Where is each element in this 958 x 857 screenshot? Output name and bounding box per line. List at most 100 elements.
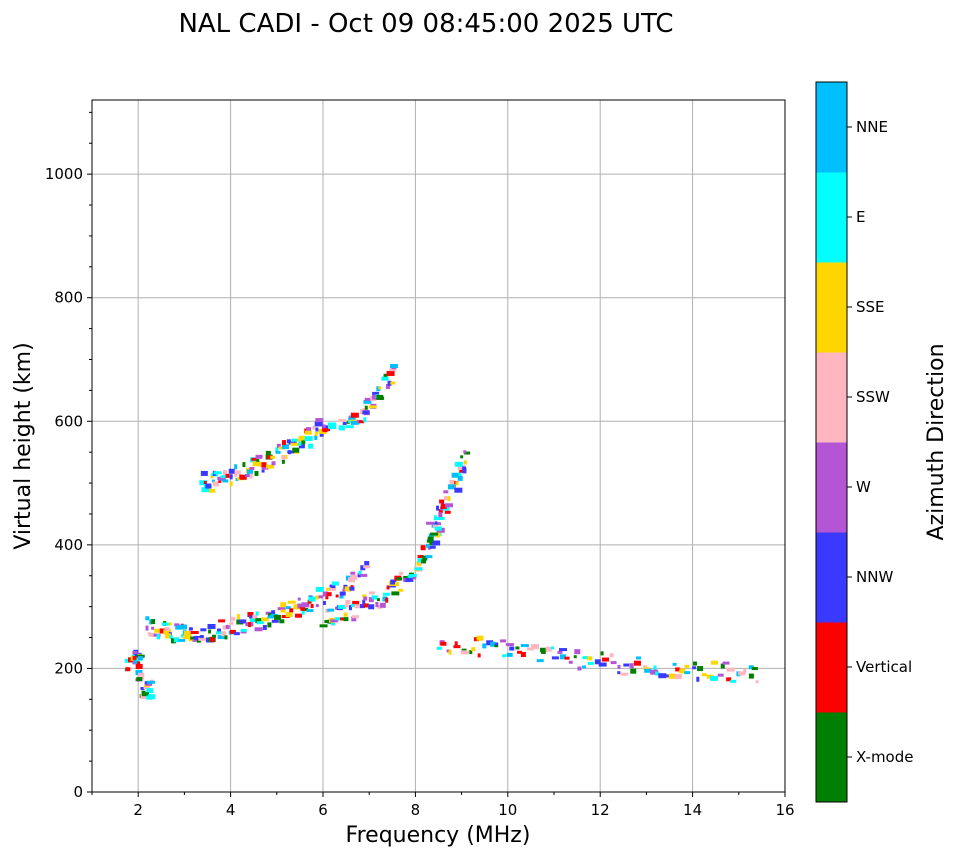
data-point <box>371 595 378 600</box>
colorbar-frame <box>815 81 848 803</box>
data-point <box>229 629 236 634</box>
data-point <box>633 660 641 666</box>
colorbar-segment <box>816 712 847 803</box>
data-point <box>609 653 614 658</box>
data-point <box>617 664 621 669</box>
data-point <box>574 649 581 655</box>
data-point <box>408 574 417 578</box>
data-point <box>134 659 140 664</box>
data-point <box>174 623 180 627</box>
data-point <box>308 596 316 602</box>
data-point <box>315 418 324 423</box>
data-point <box>601 657 609 662</box>
data-point <box>298 435 306 441</box>
data-point <box>255 611 259 616</box>
data-point <box>748 673 754 679</box>
data-point <box>308 443 314 449</box>
data-point <box>427 546 431 550</box>
data-point <box>306 609 314 613</box>
data-point <box>684 664 690 668</box>
data-point <box>451 472 459 478</box>
data-point <box>383 373 388 377</box>
data-point <box>378 396 385 400</box>
data-point <box>720 663 725 669</box>
data-point <box>280 609 286 613</box>
data-point <box>145 616 150 621</box>
data-point <box>141 676 145 680</box>
data-point <box>240 630 247 634</box>
data-point <box>412 576 417 580</box>
data-point <box>376 604 382 609</box>
data-point <box>146 695 153 700</box>
colorbar-tick-label: NNW <box>856 568 893 586</box>
data-point <box>330 619 339 623</box>
data-point <box>242 462 246 468</box>
data-point <box>143 686 150 690</box>
data-point <box>362 599 366 605</box>
data-point <box>137 656 143 661</box>
data-point <box>252 461 261 467</box>
data-point <box>322 424 326 429</box>
colorbar-segment <box>816 622 847 713</box>
data-point <box>224 635 228 640</box>
data-point <box>141 692 149 697</box>
data-point <box>188 627 193 631</box>
data-point <box>205 483 212 489</box>
data-point <box>610 661 617 665</box>
data-point <box>352 600 360 606</box>
data-point <box>436 505 440 511</box>
data-point <box>709 675 718 681</box>
colorbar-tick-label: X-mode <box>856 748 913 766</box>
data-point <box>247 611 254 617</box>
data-point <box>696 676 700 682</box>
data-point <box>190 636 196 640</box>
data-point <box>382 596 388 602</box>
data-point <box>438 512 443 518</box>
data-point <box>315 427 319 432</box>
data-point <box>292 447 300 453</box>
data-point <box>307 599 312 604</box>
x-tick-label: 4 <box>226 801 236 819</box>
data-point <box>530 644 539 650</box>
y-axis: 0 200 400 600 800 1000 <box>45 111 92 801</box>
colorbar-segment <box>816 262 847 353</box>
data-point <box>335 606 339 610</box>
data-point <box>304 436 313 442</box>
data-point <box>564 656 570 660</box>
data-point <box>183 630 192 636</box>
data-point <box>297 597 301 601</box>
data-point <box>551 656 559 660</box>
data-point <box>251 457 258 461</box>
data-point <box>343 612 348 617</box>
data-point <box>363 596 368 601</box>
data-point <box>386 585 390 590</box>
data-point <box>391 591 400 596</box>
data-point <box>430 532 439 536</box>
data-point <box>229 621 234 625</box>
data-point <box>297 603 303 609</box>
data-point <box>222 479 229 483</box>
data-point <box>425 555 433 559</box>
data-point <box>281 444 289 450</box>
data-point <box>145 681 153 686</box>
data-point <box>630 668 637 674</box>
data-point <box>432 540 441 546</box>
data-point <box>417 558 423 563</box>
data-point <box>326 592 332 597</box>
data-point <box>710 660 718 665</box>
data-point <box>159 628 167 634</box>
data-point <box>458 471 462 477</box>
data-point <box>448 484 456 490</box>
data-point <box>364 397 371 401</box>
data-point <box>135 670 143 676</box>
data-point <box>137 661 141 666</box>
data-point <box>375 601 379 607</box>
plot-frame <box>91 99 786 793</box>
data-point <box>364 561 370 567</box>
data-point <box>386 383 391 389</box>
data-point <box>255 454 263 459</box>
data-point <box>211 634 216 638</box>
data-point <box>429 542 435 546</box>
data-point <box>405 577 414 582</box>
data-point <box>751 667 758 671</box>
